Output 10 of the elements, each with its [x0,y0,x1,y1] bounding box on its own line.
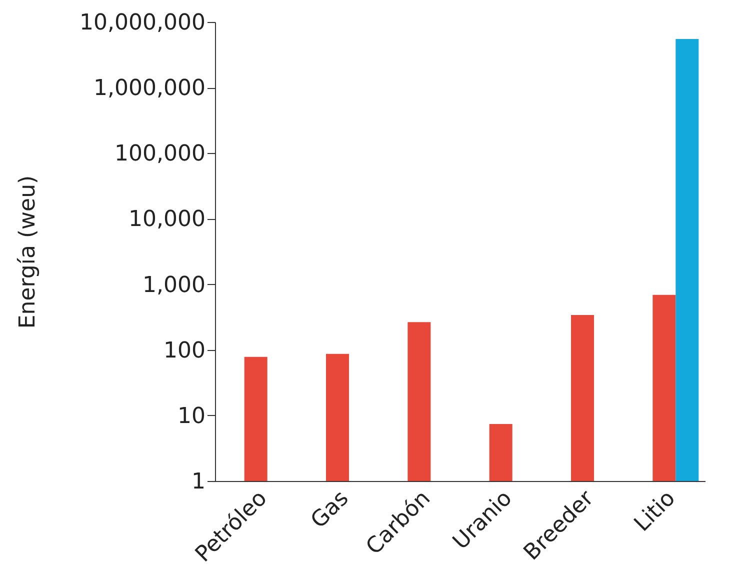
y-tick-label: 1,000 [142,272,206,298]
y-tick-label: 10,000,000 [80,10,206,36]
x-tick-label: Gas [306,486,354,534]
y-tick-label: 1 [192,470,206,494]
y-tick-label: 10,000 [128,207,206,232]
y-tick-label: 10 [178,404,206,429]
y-tick-label: 1,000,000 [94,76,206,102]
y-tick-label: 100,000 [114,142,206,167]
y-tick-label: 100 [164,338,206,364]
y-axis-title: Energía (weu) [16,175,41,329]
